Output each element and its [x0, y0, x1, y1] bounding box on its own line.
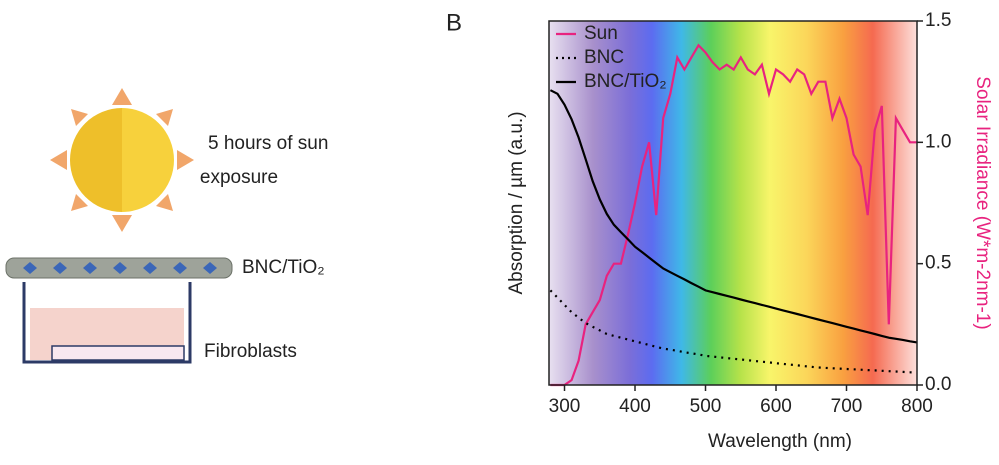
sun-caption: exposure: [200, 167, 278, 188]
y2-tick-label: 1.5: [925, 10, 951, 31]
series-line: [549, 89, 918, 344]
y2-tick-label: 0.5: [925, 253, 951, 274]
y2-tick-label: 1.0: [925, 131, 951, 152]
sun-icon: [50, 88, 194, 232]
x-tick-label: 300: [549, 396, 581, 417]
y2-axis-label: Solar Irradiance (W*m-2nm-1): [972, 76, 993, 329]
x-tick-label: 600: [760, 396, 792, 417]
x-axis-label: Wavelength (nm): [708, 431, 852, 452]
x-tick-label: 400: [619, 396, 651, 417]
legend-label: BNC: [584, 47, 624, 68]
y-axis-label: Absorption / µm (a.u.): [506, 111, 527, 294]
sun-caption: 5 hours of sun: [208, 133, 328, 154]
dish: [5, 257, 233, 364]
y2-tick-label: 0.0: [925, 374, 951, 395]
x-tick-label: 700: [831, 396, 863, 417]
series-line: [550, 43, 917, 387]
panel-label: B: [446, 9, 462, 36]
legend-label: Sun: [584, 23, 618, 44]
x-tick-label: 800: [901, 396, 933, 417]
plot-frame: [548, 20, 918, 386]
spectrum-background: [549, 21, 917, 385]
x-tick-label: 500: [690, 396, 722, 417]
legend-label: BNC/TiO₂: [584, 71, 667, 92]
cells-label: Fibroblasts: [204, 341, 297, 362]
material-label: BNC/TiO₂: [242, 257, 325, 278]
